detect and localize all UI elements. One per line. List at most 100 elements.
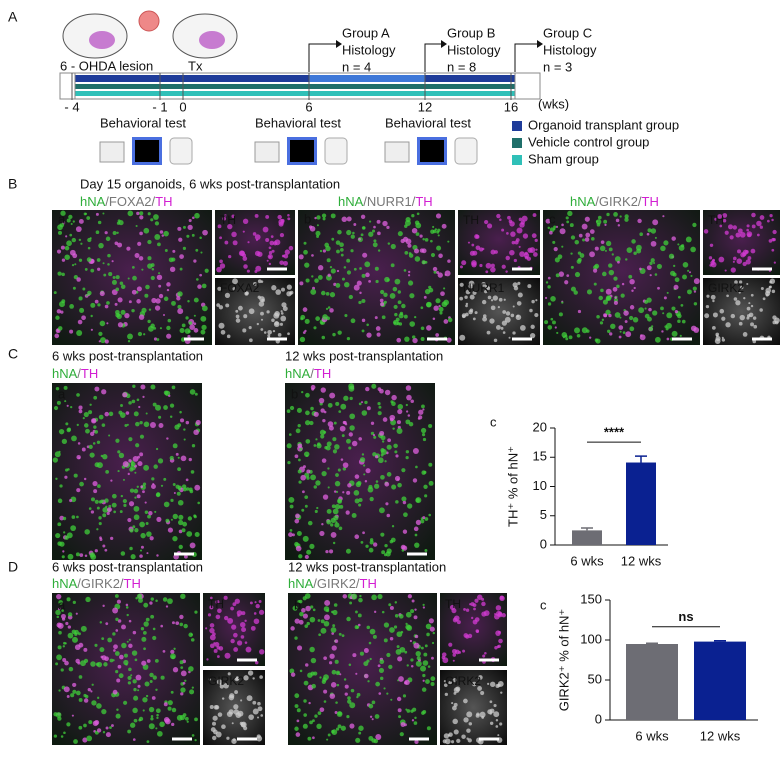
cell [362, 531, 365, 535]
cell [348, 385, 355, 392]
cell [602, 299, 608, 305]
cell [369, 628, 376, 635]
cell [56, 400, 61, 405]
cell [66, 404, 69, 407]
cell [130, 461, 136, 467]
cell [329, 265, 333, 269]
cell [299, 336, 306, 343]
cell [372, 634, 377, 639]
cell [169, 266, 176, 273]
cell [631, 289, 634, 292]
cell [680, 303, 684, 307]
cell [397, 300, 402, 305]
cell [366, 406, 371, 411]
group-n: n = 3 [543, 59, 572, 74]
cell [179, 328, 185, 334]
cell [253, 281, 257, 286]
cell [140, 627, 145, 631]
cell [304, 504, 308, 508]
cell [126, 613, 129, 617]
cell [59, 515, 65, 521]
cell [470, 602, 475, 607]
cell [218, 305, 224, 310]
cell [312, 608, 316, 612]
cell [379, 430, 385, 436]
cell [450, 740, 455, 744]
cell [306, 476, 310, 480]
cell [422, 516, 426, 520]
cell [412, 337, 418, 344]
cell [747, 256, 752, 260]
cell [243, 314, 248, 319]
cell [396, 696, 402, 702]
cell [420, 665, 427, 672]
cell [243, 726, 248, 731]
cell [74, 644, 81, 651]
cell [166, 282, 171, 287]
cell [155, 688, 158, 691]
cell [193, 297, 199, 303]
timeline-unit: (wks) [538, 96, 569, 111]
cell [131, 308, 135, 313]
cell [224, 292, 231, 298]
cell [278, 219, 285, 225]
cell [601, 318, 605, 322]
cell [382, 220, 388, 227]
cell [505, 270, 508, 273]
cell [660, 245, 666, 252]
cell [703, 229, 709, 234]
cell [366, 625, 371, 630]
error-bar [581, 527, 593, 531]
cell [187, 334, 191, 338]
cell [403, 314, 408, 319]
cell [279, 260, 284, 265]
cell [158, 415, 162, 419]
cell [746, 282, 749, 286]
cell [555, 225, 559, 228]
y-tick-label: 0 [540, 536, 547, 551]
cell [160, 624, 164, 628]
cell [112, 632, 116, 636]
cell [639, 267, 642, 271]
cell [298, 458, 301, 462]
cell [752, 316, 757, 320]
cell [152, 675, 157, 680]
cell [453, 702, 458, 707]
cell [141, 636, 147, 642]
cell [708, 256, 713, 260]
cell [78, 698, 83, 702]
cell [311, 275, 314, 278]
cell [484, 290, 488, 294]
cell [360, 541, 364, 544]
cell [161, 234, 165, 237]
cell [80, 242, 83, 245]
cell [375, 681, 381, 687]
cell [279, 232, 285, 238]
cell [654, 336, 661, 343]
cell [501, 264, 506, 269]
cell [191, 233, 195, 237]
cell [163, 405, 168, 410]
cell [98, 331, 103, 337]
cell [179, 660, 184, 665]
cell [329, 549, 334, 554]
cell [426, 632, 430, 637]
cell [479, 263, 483, 268]
cell [356, 692, 361, 697]
cell [386, 513, 391, 518]
cell [393, 443, 398, 449]
timeline-bar [75, 75, 515, 82]
cell [366, 323, 369, 327]
cell [354, 498, 360, 504]
cell [200, 315, 207, 322]
cell [207, 613, 212, 617]
cell [294, 726, 299, 731]
cell [299, 281, 304, 286]
cell [148, 325, 154, 332]
cell [109, 658, 114, 663]
cell [594, 263, 600, 269]
cell [437, 234, 440, 237]
cell [395, 500, 399, 504]
sub-label: b [291, 386, 298, 401]
cell [209, 704, 214, 709]
